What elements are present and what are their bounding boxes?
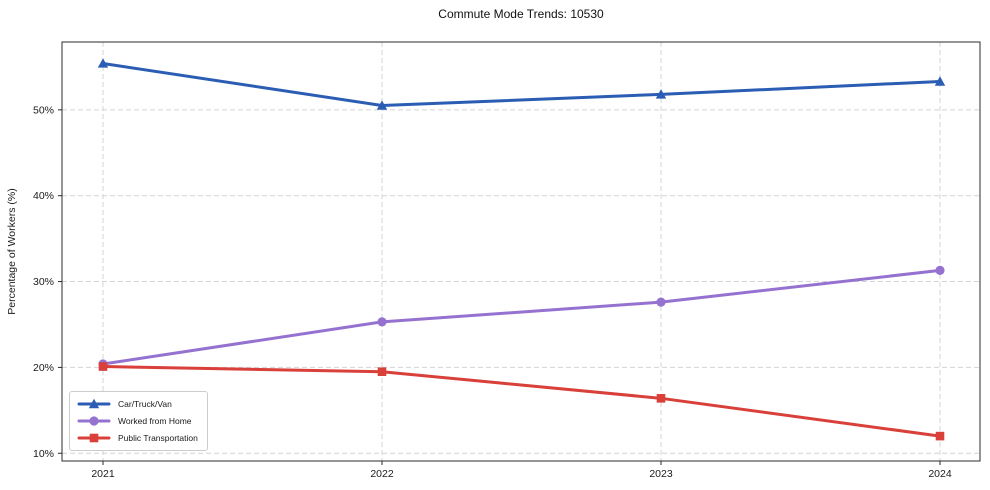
x-tick-label: 2024	[928, 468, 952, 480]
y-tick-label: 40%	[33, 190, 54, 202]
data-point-marker	[934, 76, 946, 86]
legend-label: Worked from Home	[118, 416, 192, 426]
data-point-marker	[377, 317, 387, 327]
y-tick-label: 20%	[33, 362, 54, 374]
axes-frame	[61, 41, 981, 462]
series-line	[101, 268, 942, 366]
square-legend-swatch-icon	[77, 433, 111, 443]
legend: Car/Truck/Van Worked from Home Public Tran…	[69, 391, 208, 451]
data-point-marker	[97, 58, 109, 68]
plot-background	[62, 42, 980, 461]
data-point-marker	[376, 100, 388, 110]
series-worked-from-home	[98, 265, 945, 369]
data-point-marker	[935, 265, 945, 275]
data-point-marker	[656, 297, 666, 307]
legend-item: Car/Truck/Van	[77, 397, 198, 411]
triangle-legend-swatch-icon	[77, 398, 111, 409]
series-line	[101, 365, 942, 438]
legend-marker-icon	[89, 416, 99, 426]
x-tick-label: 2022	[370, 468, 394, 480]
legend-item: Public Transportation	[77, 431, 198, 445]
legend-item: Worked from Home	[77, 414, 198, 428]
x-tick-label: 2023	[649, 468, 673, 480]
data-point-marker	[98, 362, 108, 371]
legend-marker-icon	[89, 433, 99, 443]
data-point-marker	[655, 89, 667, 99]
y-tick-label: 50%	[33, 104, 54, 116]
legend-label: Public Transportation	[118, 433, 198, 443]
x-tick-label: 2021	[91, 468, 115, 480]
y-tick-label: 30%	[33, 276, 54, 288]
chart-title: Commute Mode Trends: 10530	[438, 7, 604, 21]
y-axis-label: Percentage of Workers (%)	[6, 188, 18, 314]
legend-label: Car/Truck/Van	[118, 399, 172, 409]
series-car-truck-van	[97, 58, 946, 110]
data-point-marker	[935, 431, 945, 441]
y-tick-label: 10%	[33, 448, 54, 460]
circle-legend-swatch-icon	[77, 416, 111, 426]
series-line	[101, 61, 942, 108]
legend-marker-icon	[88, 398, 100, 409]
data-point-marker	[377, 367, 387, 377]
series-public-transportation	[98, 362, 945, 441]
data-point-marker	[656, 394, 666, 403]
